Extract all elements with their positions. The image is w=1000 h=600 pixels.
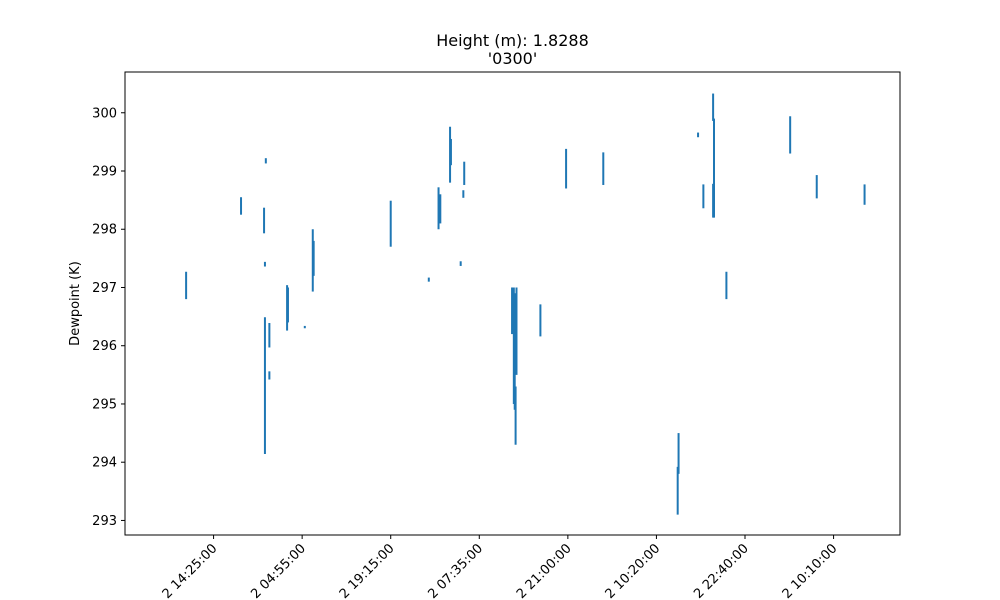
- x-tick-label: 2 10:20:00: [603, 541, 664, 600]
- plot-area: 293 294 295 296 297 298 299 300 2 14:25:00 2 04:5…: [68, 71, 901, 600]
- y-tick-label: 295: [92, 397, 117, 412]
- x-tick-label: 2 19:15:00: [337, 541, 398, 600]
- y-tick-label: 293: [92, 514, 117, 529]
- plot-frame: [124, 71, 901, 536]
- chart-title: Height (m): 1.8288: [436, 31, 589, 50]
- x-tick-label: 2 07:35:00: [425, 541, 486, 600]
- y-tick-label: 297: [92, 281, 117, 296]
- y-tick-label: 294: [92, 456, 117, 471]
- y-tick-label: 299: [92, 165, 117, 180]
- y-tick-label: 296: [92, 339, 117, 354]
- chart-subtitle: '0300': [487, 49, 538, 68]
- x-tick-label: 2 22:40:00: [691, 541, 752, 600]
- x-tick-label: 2 10:10:00: [780, 541, 841, 600]
- x-tick-label: 2 04:55:00: [248, 541, 309, 600]
- y-tick-label: 298: [92, 223, 117, 238]
- y-tick-label: 300: [92, 106, 117, 121]
- y-axis-label: Dewpoint (K): [68, 261, 83, 346]
- x-tick-label: 2 14:25:00: [160, 541, 221, 600]
- x-tick-label: 2 21:00:00: [514, 541, 575, 600]
